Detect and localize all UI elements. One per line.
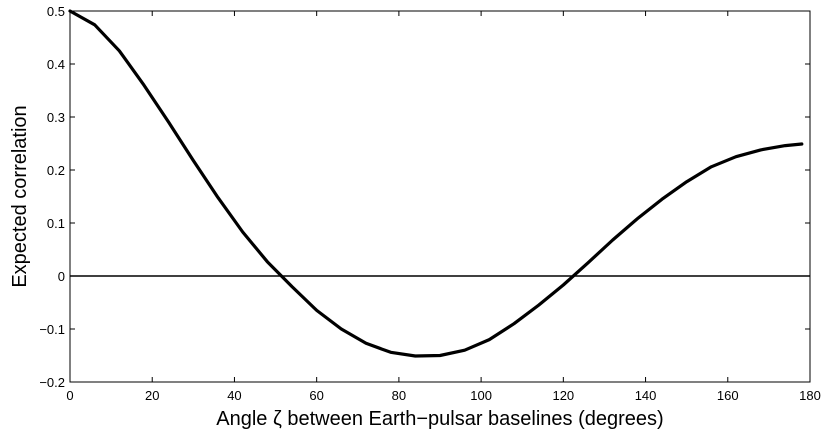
- x-tick-label: 100: [470, 388, 492, 403]
- y-tick-label: 0.3: [47, 110, 65, 125]
- x-tick-label: 60: [309, 388, 323, 403]
- y-tick-label: −0.1: [39, 322, 65, 337]
- x-tick-label: 0: [66, 388, 73, 403]
- x-tick-label: 140: [635, 388, 657, 403]
- y-tick-label: 0.1: [47, 216, 65, 231]
- plot-area-border: [69, 10, 811, 383]
- y-axis-label: Expected correlation: [9, 105, 31, 287]
- y-tick-label: 0.4: [47, 57, 65, 72]
- ticks-group: [69, 10, 811, 383]
- series-group: [68, 9, 804, 358]
- series-line: [68, 9, 804, 358]
- y-tick-label: 0.2: [47, 163, 65, 178]
- y-tick-label: 0.5: [47, 4, 65, 19]
- x-tick-label: 80: [392, 388, 406, 403]
- y-tick-label: 0: [58, 269, 65, 284]
- x-tick-label: 40: [227, 388, 241, 403]
- x-tick-label: 180: [799, 388, 821, 403]
- y-tick-label: −0.2: [39, 375, 65, 390]
- plot-frame: [69, 10, 811, 383]
- x-tick-label: 120: [552, 388, 574, 403]
- tick-labels-group: 0 20 40 60 80 100 120 140 160 180 −0.2 −0.1 0 0.1 0.2 0…: [39, 4, 821, 403]
- x-axis-label: Angle ζ between Earth−pulsar baselines (…: [216, 408, 663, 430]
- x-tick-label: 20: [145, 388, 159, 403]
- x-tick-label: 160: [717, 388, 739, 403]
